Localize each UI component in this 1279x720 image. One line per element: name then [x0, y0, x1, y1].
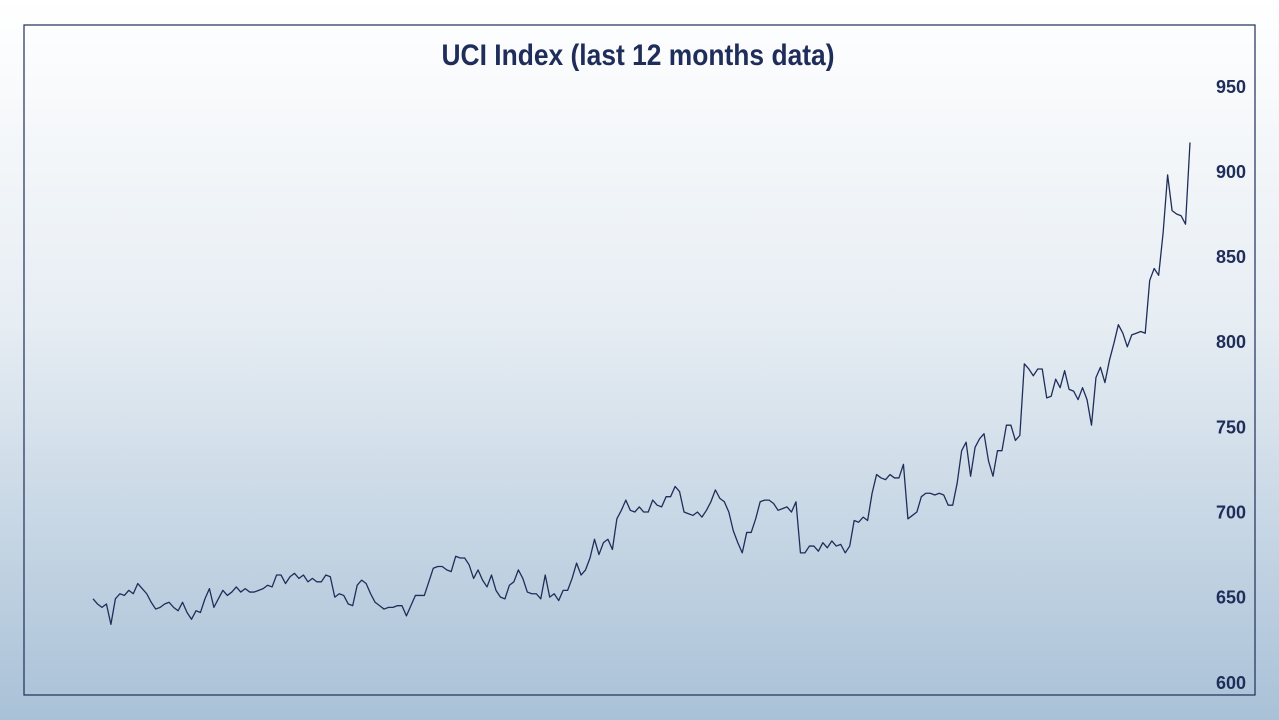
data-line	[92, 142, 1191, 626]
y-tick-label: 800	[1216, 332, 1246, 352]
y-tick-label: 650	[1216, 588, 1246, 608]
y-tick-label: 900	[1216, 162, 1246, 182]
y-tick-label: 950	[1216, 77, 1246, 97]
chart-title: UCI Index (last 12 months data)	[441, 37, 834, 71]
y-tick-label: 700	[1216, 502, 1246, 522]
y-tick-label: 600	[1216, 673, 1246, 693]
y-tick-label: 850	[1216, 247, 1246, 267]
chart-frame	[23, 24, 1256, 696]
y-tick-label: 750	[1216, 417, 1246, 437]
